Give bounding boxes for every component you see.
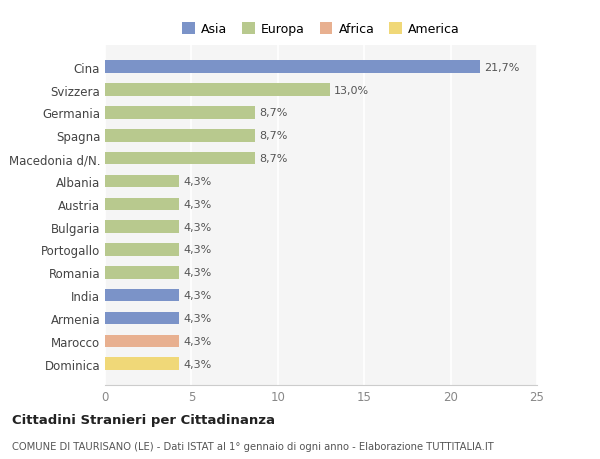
Bar: [105, 244, 179, 256]
Bar: [105, 312, 179, 325]
Legend: Asia, Europa, Africa, America: Asia, Europa, Africa, America: [182, 23, 460, 36]
Text: 4,3%: 4,3%: [184, 336, 212, 346]
Bar: [105, 152, 256, 165]
Bar: [105, 175, 179, 188]
Text: 8,7%: 8,7%: [260, 154, 288, 164]
Bar: [105, 266, 179, 279]
Text: 4,3%: 4,3%: [184, 359, 212, 369]
Bar: [105, 221, 179, 233]
Text: 4,3%: 4,3%: [184, 199, 212, 209]
Bar: [105, 62, 480, 74]
Text: 13,0%: 13,0%: [334, 85, 369, 95]
Text: 4,3%: 4,3%: [184, 313, 212, 323]
Text: 8,7%: 8,7%: [260, 131, 288, 141]
Bar: [105, 130, 256, 142]
Text: 4,3%: 4,3%: [184, 245, 212, 255]
Text: COMUNE DI TAURISANO (LE) - Dati ISTAT al 1° gennaio di ogni anno - Elaborazione : COMUNE DI TAURISANO (LE) - Dati ISTAT al…: [12, 441, 494, 451]
Bar: [105, 289, 179, 302]
Bar: [105, 358, 179, 370]
Bar: [105, 84, 329, 97]
Text: 4,3%: 4,3%: [184, 291, 212, 301]
Text: 4,3%: 4,3%: [184, 177, 212, 186]
Bar: [105, 198, 179, 211]
Bar: [105, 107, 256, 119]
Text: Cittadini Stranieri per Cittadinanza: Cittadini Stranieri per Cittadinanza: [12, 413, 275, 426]
Bar: [105, 335, 179, 347]
Text: 21,7%: 21,7%: [484, 62, 520, 73]
Text: 4,3%: 4,3%: [184, 268, 212, 278]
Text: 8,7%: 8,7%: [260, 108, 288, 118]
Text: 4,3%: 4,3%: [184, 222, 212, 232]
